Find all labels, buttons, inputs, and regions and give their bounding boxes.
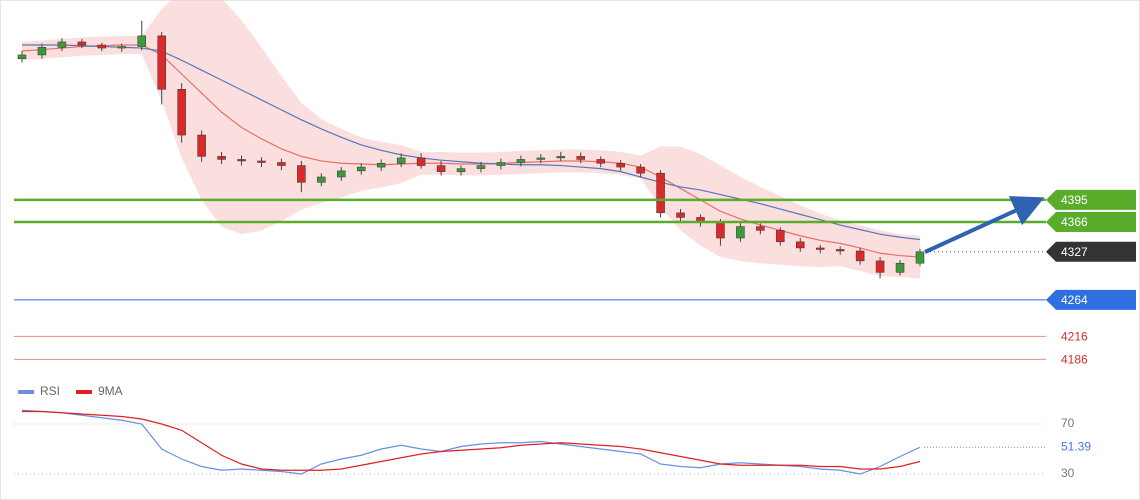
candle-body	[77, 41, 87, 46]
candle-body	[277, 162, 286, 166]
moving-average	[22, 44, 921, 241]
level-label: 4395	[1061, 193, 1088, 207]
price-panel	[17, 0, 925, 279]
candle-body	[337, 170, 346, 178]
candle-body	[456, 168, 466, 172]
candle-body	[516, 159, 526, 163]
candle-body	[636, 166, 645, 174]
candle-body	[855, 250, 865, 262]
candle-body	[17, 54, 27, 59]
candle-body	[137, 35, 146, 47]
candle-body	[416, 157, 426, 166]
candle-body	[616, 163, 625, 168]
candle-body	[756, 226, 765, 231]
candle-body	[596, 159, 605, 164]
candle-body	[57, 41, 67, 48]
level-tag	[1046, 212, 1136, 232]
forecast-arrow	[924, 196, 1045, 254]
candle-body	[496, 162, 506, 166]
rsi-panel: 30 70 RSI 9MA 51.39	[14, 384, 1091, 480]
candle-body	[356, 166, 366, 172]
level-label: 4216	[1061, 330, 1088, 344]
candle-body	[436, 165, 446, 172]
level-label: 4366	[1061, 215, 1088, 229]
last-rsi-label: 51.39	[1061, 439, 1091, 453]
last-price-tag	[1046, 241, 1136, 262]
last-price-label: 4327	[1061, 245, 1088, 259]
y-tick-label: 30	[1061, 466, 1075, 480]
level-label: 4264	[1061, 293, 1088, 307]
candle-body	[915, 251, 925, 264]
level-tag	[1046, 289, 1136, 310]
candle-body	[177, 89, 186, 136]
candle-body	[676, 212, 685, 218]
candle-body	[815, 247, 825, 250]
bollinger-band	[22, 0, 920, 279]
candle-body	[317, 176, 326, 183]
candle-body	[875, 260, 885, 273]
candle-body	[396, 157, 406, 164]
rsi-line	[22, 410, 921, 471]
level-tag	[1046, 189, 1136, 210]
candle-body	[736, 226, 745, 239]
candle-body	[656, 172, 665, 214]
rsi-line	[21, 409, 921, 475]
candle-body	[576, 156, 586, 160]
legend-label: RSI	[40, 384, 60, 398]
candle-body	[776, 230, 785, 243]
candle-body	[556, 156, 566, 159]
y-tick-label: 70	[1061, 416, 1075, 430]
candle-body	[197, 134, 206, 157]
candle-body	[37, 47, 47, 56]
candle-body	[895, 262, 905, 273]
candle-body	[217, 156, 226, 160]
candle-body	[716, 222, 725, 239]
candle-body	[297, 165, 306, 183]
candle-body	[376, 163, 386, 168]
candle-body	[835, 249, 845, 252]
candle-body	[476, 165, 486, 169]
candle-body	[97, 44, 107, 49]
candle-body	[117, 46, 127, 49]
candle-body	[796, 241, 805, 249]
candle-body	[536, 157, 546, 160]
level-label: 4186	[1061, 352, 1088, 366]
candle-body	[257, 160, 266, 163]
candle-body	[237, 159, 246, 162]
levels: 4395 4366 4264 4216 4186 4327	[14, 189, 1136, 366]
candle-body	[157, 35, 166, 90]
legend-label: 9MA	[98, 384, 123, 398]
moving-average	[21, 44, 921, 258]
